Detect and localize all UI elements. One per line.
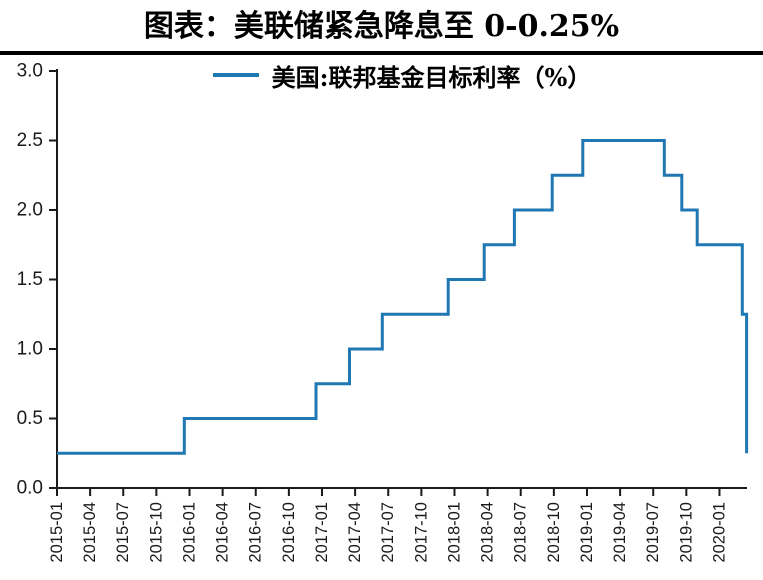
x-tick-label: 2018-10 [545, 502, 563, 563]
x-tick-label: 2019-01 [578, 502, 596, 563]
x-tick-label: 2018-04 [479, 502, 497, 563]
rate-step-line [57, 139, 749, 455]
x-tick-label: 2015-07 [114, 502, 132, 563]
x-tick-label: 2017-10 [412, 502, 430, 563]
x-tick-label: 2016-10 [280, 502, 298, 563]
x-tick-label: 2015-10 [147, 502, 165, 563]
x-tick-label: 2017-04 [346, 502, 364, 563]
y-tick-label: 2.5 [17, 130, 43, 151]
x-tick-label: 2015-04 [81, 502, 99, 563]
x-tick-label: 2019-07 [644, 502, 662, 563]
x-tick-label: 2016-01 [180, 502, 198, 563]
y-tick-label: 0.0 [17, 478, 43, 499]
y-tick-label: 0.5 [17, 408, 43, 429]
y-tick-label: 1.0 [17, 339, 43, 360]
x-tick-label: 2017-07 [379, 502, 397, 563]
y-tick-label: 3.0 [17, 61, 43, 82]
x-tick-label: 2016-04 [214, 502, 232, 563]
x-tick-label: 2016-07 [247, 502, 265, 563]
title-divider [0, 51, 763, 55]
chart-title: 图表：美联储紧急降息至 0-0.25% [143, 9, 620, 44]
x-tick-label: 2018-01 [445, 502, 463, 563]
x-tick-label: 2017-01 [313, 502, 331, 563]
y-tick-label: 1.5 [17, 269, 43, 290]
x-tick-label: 2019-10 [677, 502, 695, 563]
x-tick-label: 2018-07 [512, 502, 530, 563]
x-tick-label: 2020-01 [710, 502, 728, 563]
y-tick-label: 2.0 [17, 200, 43, 221]
x-tick-label: 2015-01 [48, 502, 66, 563]
x-tick-label: 2019-04 [611, 502, 629, 563]
